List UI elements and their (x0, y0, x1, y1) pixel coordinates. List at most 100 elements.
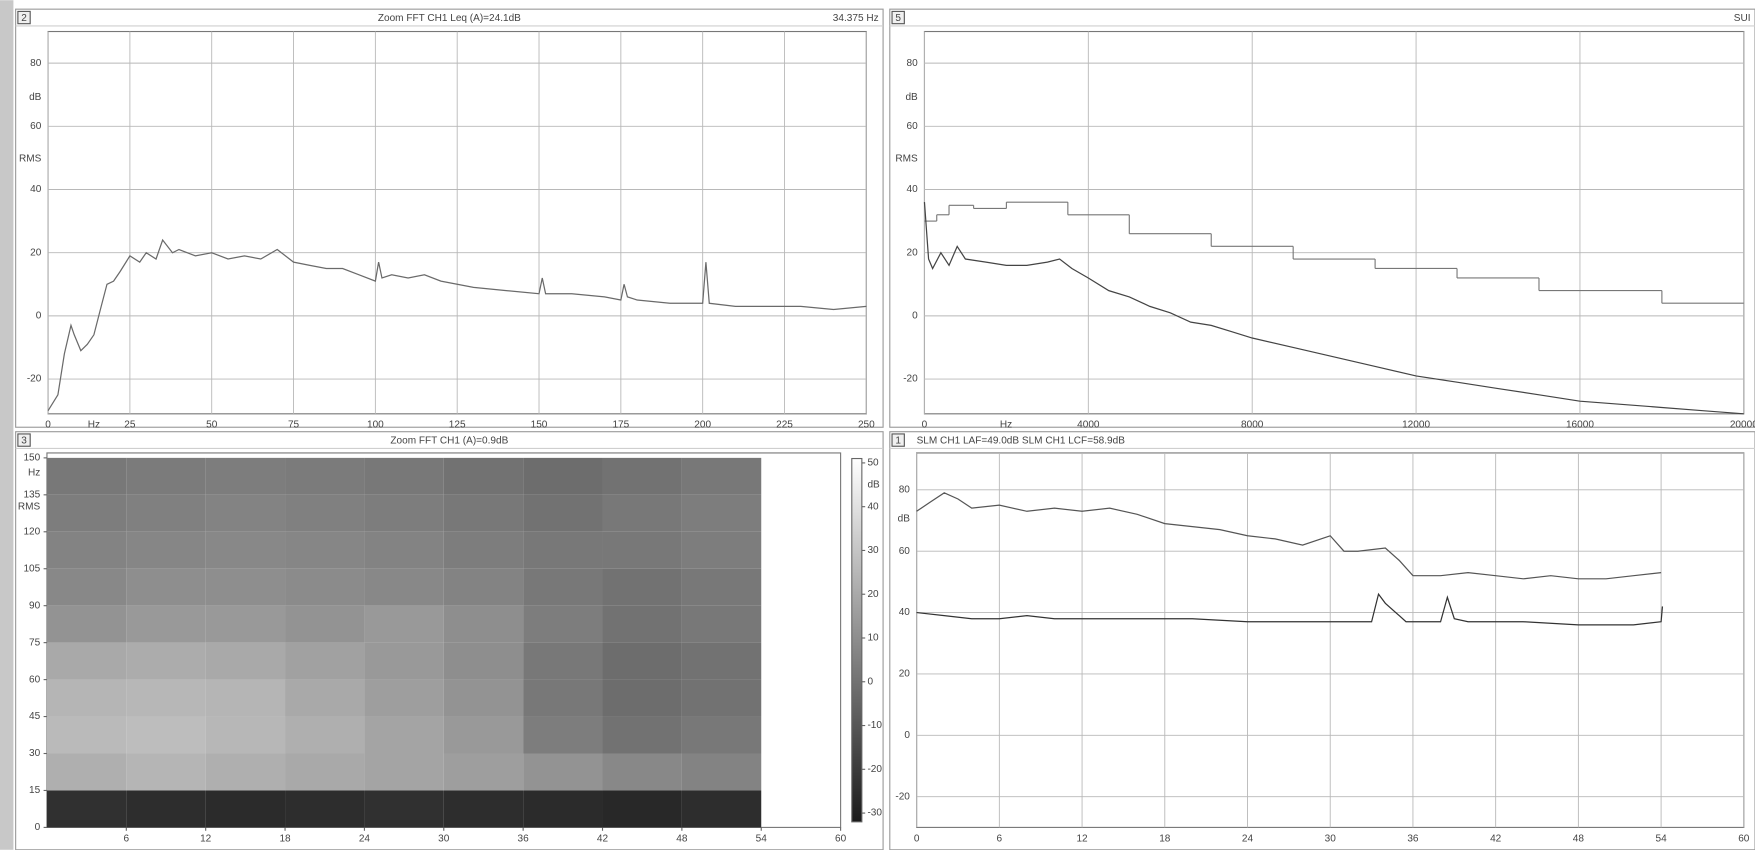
heat-cell (443, 679, 524, 717)
left-strip (0, 0, 14, 850)
heat-cell (523, 568, 603, 606)
heat-cell (523, 494, 603, 532)
color-bar-label: -30 (867, 808, 882, 819)
heat-cell (285, 457, 365, 495)
heat-cell (126, 457, 206, 495)
x-tick-label: 0 (914, 833, 920, 844)
heat-cell (443, 568, 524, 606)
x-tick-label: 125 (449, 420, 466, 431)
heat-cell (205, 679, 286, 717)
heat-cell (681, 790, 762, 828)
panel-readout: SUI (1734, 13, 1751, 24)
heat-cell (602, 753, 682, 791)
heat-cell (602, 494, 682, 532)
trace-line (47, 238, 867, 412)
x-tick-label: 12 (1076, 833, 1088, 844)
y-tick-label: -20 (903, 374, 918, 385)
y-label: RMS (895, 154, 918, 165)
y-unit: dB (29, 92, 42, 103)
heat-cell (285, 753, 365, 791)
panel-title: Zoom FFT CH1 Leq (A)=24.1dB (378, 13, 521, 24)
color-bar-label: -10 (867, 720, 882, 731)
heat-cell (46, 716, 127, 754)
color-bar-unit: dB (867, 479, 880, 490)
heat-cell (46, 753, 127, 791)
panel-number-box (17, 10, 31, 25)
y-tick-label: 15 (29, 785, 41, 796)
heat-cell (205, 457, 286, 495)
panel-number-box (891, 10, 905, 25)
heat-cell (602, 716, 682, 754)
color-bar-label: 20 (867, 589, 879, 600)
x-unit: Hz (1000, 420, 1012, 431)
heat-cell (602, 605, 682, 643)
y-tick-label: 80 (907, 58, 919, 69)
y-tick-label: 90 (29, 600, 41, 611)
heat-cell (285, 605, 365, 643)
y-tick-label: 60 (29, 674, 41, 685)
x-tick-label: 18 (1159, 833, 1171, 844)
heat-cell (126, 679, 206, 717)
y-unit: dB (905, 92, 918, 103)
y-tick-label: 0 (35, 822, 41, 833)
heat-cell (523, 605, 603, 643)
heat-cell (523, 679, 603, 717)
heat-cell (364, 494, 444, 532)
heat-cell (285, 568, 365, 606)
trace-line (916, 592, 1664, 626)
x-tick-label: 75 (288, 420, 300, 431)
heat-cell (46, 457, 127, 495)
heat-cell (126, 790, 206, 828)
heat-cell (681, 494, 762, 532)
y-tick-label: 40 (30, 184, 42, 195)
heat-cell (681, 531, 762, 569)
x-tick-label: 225 (776, 420, 793, 431)
y-tick-label: -20 (895, 791, 910, 802)
x-tick-label: 24 (359, 833, 371, 844)
heat-cell (205, 568, 286, 606)
heat-cell (126, 531, 206, 569)
panel-number: 5 (895, 13, 901, 24)
heat-cell (285, 531, 365, 569)
x-tick-label: 30 (1325, 833, 1337, 844)
y-label: RMS (18, 501, 41, 512)
x-tick-label: 18 (279, 833, 291, 844)
x-tick-label: 48 (1573, 833, 1585, 844)
panel-title: Zoom FFT CH1 (A)=0.9dB (390, 435, 508, 446)
y-tick-label: 0 (904, 730, 910, 741)
heat-cell (681, 568, 762, 606)
color-bar (851, 457, 863, 823)
panel-number: 1 (895, 435, 901, 446)
x-tick-label: 150 (531, 420, 548, 431)
heat-cell (443, 494, 524, 532)
x-tick-label: 20000 (1730, 420, 1755, 431)
x-tick-label: 42 (597, 833, 609, 844)
heat-cell (364, 457, 444, 495)
color-bar-label: -20 (867, 764, 882, 775)
y-tick-label: 60 (899, 546, 911, 557)
heat-cell (602, 457, 682, 495)
x-tick-label: 54 (756, 833, 768, 844)
trace-line (916, 492, 1662, 580)
heat-cell (285, 790, 365, 828)
heat-cell (523, 457, 603, 495)
heat-cell (126, 568, 206, 606)
heat-cell (285, 716, 365, 754)
heat-cell (46, 531, 127, 569)
panel-readout: 34.375 Hz (833, 13, 879, 24)
heat-cell (364, 716, 444, 754)
y-tick-label: 60 (907, 121, 919, 132)
y-tick-label: 30 (29, 748, 41, 759)
y-tick-label: 20 (30, 247, 42, 258)
x-tick-label: 54 (1656, 833, 1668, 844)
y-tick-label: 80 (899, 484, 911, 495)
panel-number: 3 (21, 435, 27, 446)
x-tick-label: 0 (922, 420, 928, 431)
heat-cell (364, 642, 444, 680)
x-tick-label: 25 (124, 420, 136, 431)
color-bar-label: 40 (867, 501, 879, 512)
x-tick-label: 100 (367, 420, 384, 431)
heat-cell (126, 753, 206, 791)
heat-cell (205, 716, 286, 754)
color-bar-label: 0 (867, 676, 873, 687)
